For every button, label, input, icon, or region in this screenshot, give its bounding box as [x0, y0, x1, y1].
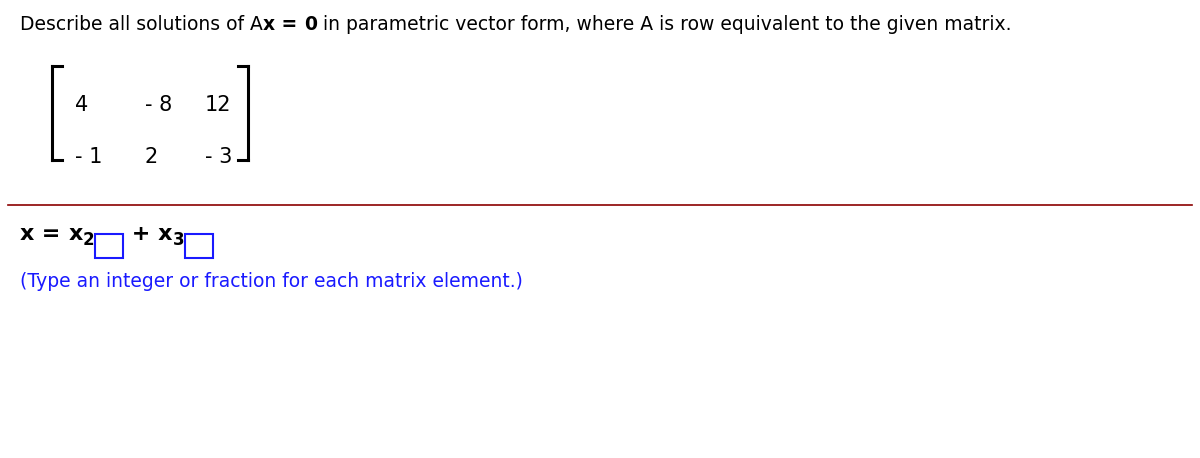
Text: - 3: - 3	[205, 147, 233, 167]
FancyBboxPatch shape	[95, 234, 122, 258]
Text: - 1: - 1	[74, 147, 102, 167]
Text: Describe all solutions of A: Describe all solutions of A	[20, 15, 263, 34]
Text: 2: 2	[145, 147, 158, 167]
FancyBboxPatch shape	[185, 234, 212, 258]
Text: x: x	[68, 224, 83, 244]
Text: (Type an integer or fraction for each matrix element.): (Type an integer or fraction for each ma…	[20, 272, 523, 291]
Text: - 8: - 8	[145, 95, 173, 115]
Text: + x: + x	[125, 224, 173, 244]
Text: 12: 12	[205, 95, 232, 115]
Text: 3: 3	[173, 231, 185, 249]
Text: in parametric vector form, where A is row equivalent to the given matrix.: in parametric vector form, where A is ro…	[317, 15, 1012, 34]
Text: =: =	[275, 15, 304, 34]
Text: =: =	[35, 224, 68, 244]
Text: x: x	[20, 224, 35, 244]
Text: 4: 4	[74, 95, 89, 115]
Text: x: x	[263, 15, 275, 34]
Text: 2: 2	[83, 231, 95, 249]
Text: 0: 0	[304, 15, 317, 34]
